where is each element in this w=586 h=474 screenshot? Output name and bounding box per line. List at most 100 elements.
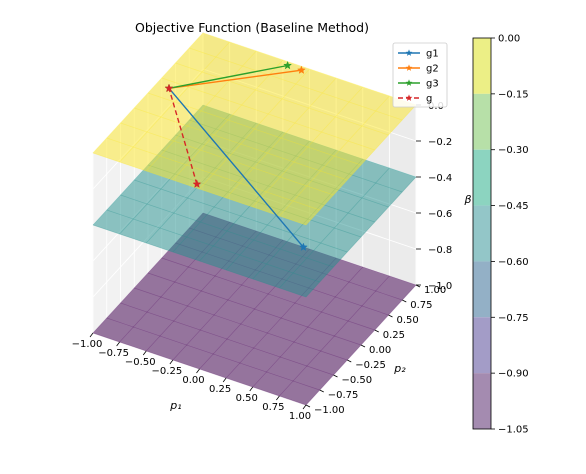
y-tick-label: −0.50 (342, 375, 373, 386)
z-axis-ticks: −1.0−0.8−0.6−0.4−0.20.0 (416, 101, 452, 292)
legend-marker (405, 64, 413, 71)
series-line-g3 (168, 64, 288, 89)
x-tick-mark (116, 341, 120, 347)
x-tick-mark (276, 395, 280, 401)
series-line-g2 (168, 69, 302, 89)
legend-label: g3 (426, 79, 439, 90)
y-tick-mark (347, 359, 352, 363)
series-line-g1 (168, 87, 304, 248)
surface-grid-line (252, 86, 364, 208)
colorbar-band (473, 38, 491, 94)
colorbar-tick-label: −0.15 (498, 89, 529, 100)
surface-grid-line (134, 287, 348, 361)
y-tick-label: −0.75 (328, 390, 359, 401)
y-tick-label: −1.00 (314, 405, 345, 416)
colorbar-band (473, 261, 491, 318)
x-tick-label: 0.75 (262, 402, 284, 413)
y-axis-ticks: −1.00 −0.75 −0.50 −0.25 0.00 0.25 0.50 0.75 1.00 (305, 284, 446, 416)
surface-grid-line (279, 275, 390, 397)
series-point-g3 (283, 60, 293, 70)
colorbar-tick-label: −0.90 (498, 369, 529, 380)
surface-grid-line (202, 32, 417, 106)
surface-grid-line (161, 257, 375, 331)
colorbar-band (473, 149, 491, 206)
legend-marker (405, 79, 413, 86)
surface-grid-line (134, 179, 348, 253)
surface-grid-line (92, 224, 307, 298)
series-point-g (164, 83, 174, 93)
surfaces (92, 32, 417, 406)
z-tick-label: −0.6 (428, 209, 452, 220)
surface-grid-line (279, 167, 390, 289)
y-tick-label: −0.25 (355, 360, 386, 371)
colorbar-frame (472, 37, 492, 430)
legend-marker (405, 94, 413, 101)
legend-entry-g: g (398, 94, 432, 105)
legend: g1 g2 g3 g (392, 42, 448, 108)
series-point-g1 (298, 242, 308, 251)
surface-grid-line (106, 317, 320, 391)
colorbar-band (473, 93, 491, 150)
x-tick-label: −0.50 (125, 357, 156, 368)
surface-grid-line (161, 77, 375, 151)
x-axis-ticks: −1.00−0.75−0.50−0.250.00 0.25 0.50 0.75 1.00 (72, 332, 311, 422)
colorbar-tick-label: −0.60 (498, 257, 529, 268)
z-tick-label: −1.0 (428, 281, 452, 292)
legend-box (392, 42, 448, 108)
surface-grid-line (106, 209, 320, 283)
series-lines (164, 60, 308, 251)
surface-plane-2 (93, 33, 416, 225)
legend-entry-g1: g1 (398, 49, 439, 60)
x-tick-label: 1.00 (289, 411, 311, 422)
colorbar-tick-label: −0.45 (498, 201, 529, 212)
x-tick-mark (142, 350, 147, 356)
x-tick-label: 0.25 (209, 384, 231, 395)
surface-grid-line (172, 59, 284, 181)
y-tick-label: 0.00 (369, 345, 391, 356)
surface-grid-line (147, 272, 362, 346)
z-axis-label: β (463, 193, 471, 206)
x-tick-mark (169, 359, 174, 365)
colorbar-band (473, 205, 491, 262)
legend-label: g1 (426, 49, 439, 60)
y-tick-label: 0.25 (383, 330, 405, 341)
y-tick-label: 1.00 (424, 285, 446, 296)
surface-grid-line (119, 41, 230, 163)
series-point-g (192, 179, 202, 188)
surface-grid-line (199, 68, 310, 190)
y-tick-mark (360, 344, 366, 348)
legend-entry-g3: g3 (398, 79, 439, 90)
series-line-g (168, 88, 198, 185)
colorbar-band (473, 317, 491, 374)
colorbar-tick-label: −0.75 (498, 313, 529, 324)
legend-marker (405, 49, 413, 56)
x-tick-mark (196, 368, 200, 374)
surface-grid-line (120, 302, 334, 376)
x-tick-label: −0.25 (152, 366, 183, 377)
chart-title: Objective Function (Baseline Method) (135, 20, 369, 35)
y-tick-mark (333, 374, 338, 378)
colorbar-tick-label: −0.30 (498, 145, 529, 156)
y-tick-mark (305, 404, 311, 408)
y-tick-label: 0.50 (397, 315, 419, 326)
surface-grid-line (92, 152, 307, 226)
x-tick-label: −1.00 (72, 339, 103, 350)
z-tick-label: −0.4 (428, 173, 452, 184)
x-tick-mark (89, 332, 94, 338)
surface-grid-line (305, 104, 417, 226)
colorbar-tick-label: 0.00 (498, 34, 520, 45)
series-point-g2 (296, 65, 306, 74)
surface-grid-line (120, 122, 334, 196)
colorbar-band (473, 373, 491, 429)
surface-grid-line (134, 107, 348, 181)
y-tick-label: 0.75 (410, 300, 432, 311)
legend-label: g2 (426, 64, 439, 75)
colorbar: 0.00 −0.15 −0.30 −0.45 −0.60 −0.75 −0.90 −1.05 (472, 34, 529, 436)
x-tick-mark (249, 386, 254, 392)
surface-grid-line (279, 95, 390, 217)
surface-grid-line (252, 266, 364, 388)
y-tick-mark (374, 329, 379, 333)
surface-grid-line (92, 32, 204, 154)
x-tick-label: 0.00 (182, 375, 204, 386)
